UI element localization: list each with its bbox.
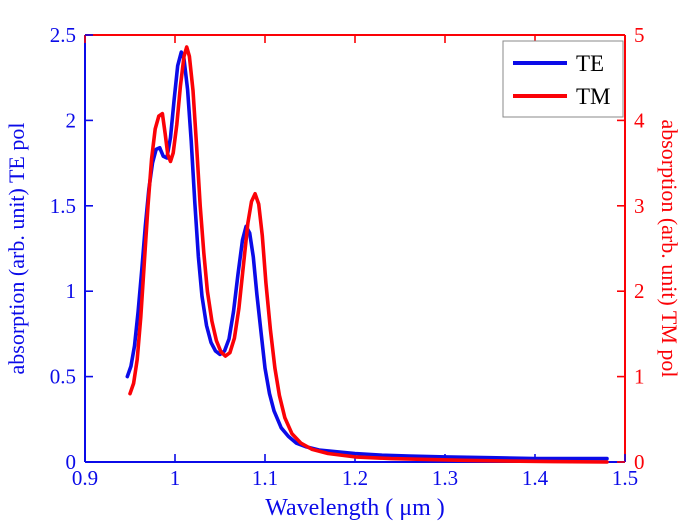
legend-box xyxy=(502,40,624,118)
y-right-tick-label: 1 xyxy=(634,365,645,389)
y-left-tick-label: 2 xyxy=(66,108,77,132)
x-tick-label: 1.4 xyxy=(522,466,549,490)
y-left-tick-label: 1.5 xyxy=(50,194,76,218)
y-right-tick-label: 4 xyxy=(634,108,645,132)
legend-label-te: TE xyxy=(576,51,604,76)
y-right-tick-label: 5 xyxy=(634,23,645,47)
y-left-tick-label: 2.5 xyxy=(50,23,76,47)
legend-label-tm: TM xyxy=(576,84,611,109)
te-series-line xyxy=(125,50,609,461)
x-axis-label: Wavelength ( μm ) xyxy=(265,495,445,521)
y-right-tick-label: 0 xyxy=(634,450,645,474)
y-left-axis-label: absorption (arb. unit) TE pol xyxy=(4,123,29,375)
x-tick-label: 1.2 xyxy=(342,466,368,490)
y-left-tick-label: 0.5 xyxy=(50,365,76,389)
x-tick-label: 1.3 xyxy=(432,466,458,490)
tm-series-line xyxy=(128,45,609,464)
legend: TE TM xyxy=(502,40,624,118)
y-right-axis-label: absorption (arb. unit) TM pol xyxy=(657,119,680,377)
x-tick-label: 1.1 xyxy=(252,466,278,490)
y-left-tick-label: 0 xyxy=(66,450,77,474)
y-right-tick-label: 2 xyxy=(634,279,645,303)
x-tick-label: 0.9 xyxy=(72,466,98,490)
y-left-tick-label: 1 xyxy=(66,279,77,303)
x-tick-label: 1.5 xyxy=(612,466,638,490)
x-tick-label: 1 xyxy=(170,466,181,490)
y-right-tick-label: 3 xyxy=(634,194,645,218)
